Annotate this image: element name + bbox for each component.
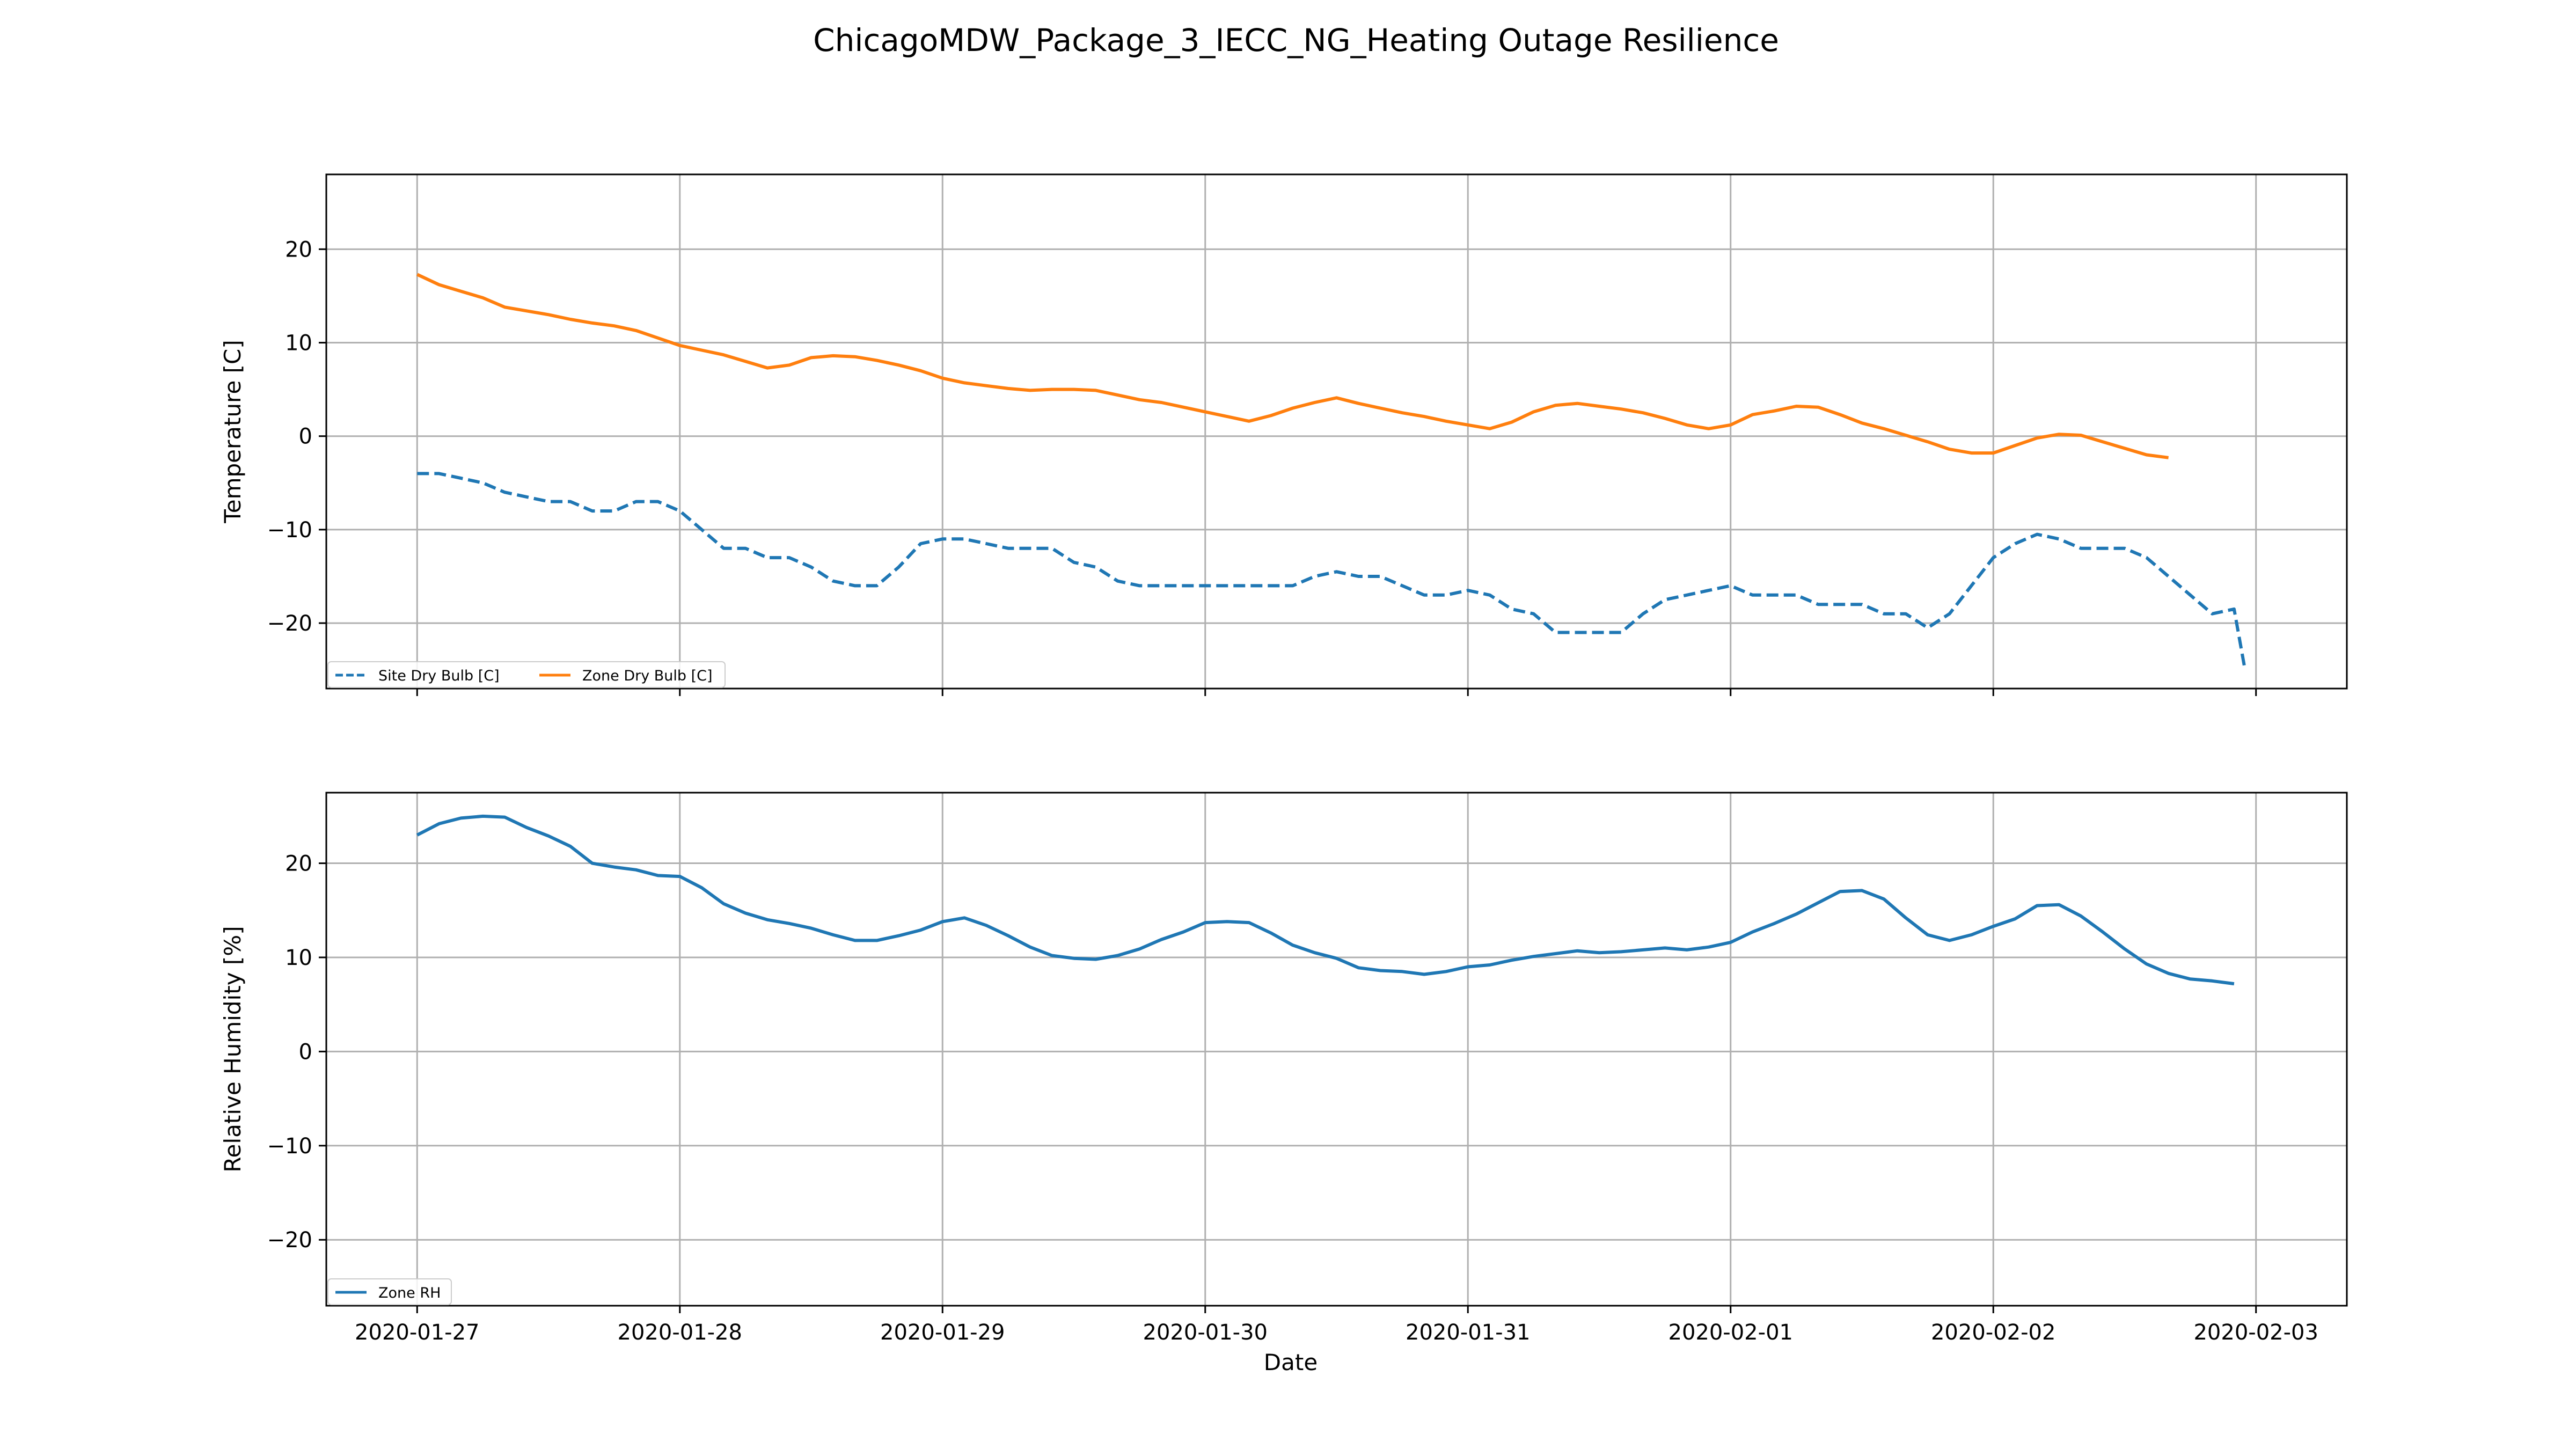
y-tick-label: −20 xyxy=(267,1228,312,1253)
temperature-legend: Site Dry Bulb [C] Zone Dry Bulb [C] xyxy=(327,661,726,688)
temperature-axes-frame xyxy=(325,173,2348,690)
x-tick-label: 2020-01-30 xyxy=(1143,1320,1268,1345)
x-tick-label: 2020-02-03 xyxy=(2193,1320,2318,1345)
legend-box xyxy=(327,661,726,688)
y-tick-label: −20 xyxy=(267,611,312,636)
x-tick-label: 2020-01-29 xyxy=(880,1320,1005,1345)
legend-label: Zone RH xyxy=(378,1285,441,1301)
y-tick-label: −10 xyxy=(267,518,312,543)
figure-title: ChicagoMDW_Package_3_IECC_NG_Heating Out… xyxy=(813,22,1779,58)
y-tick-label: 0 xyxy=(299,1040,312,1064)
x-axis-label: Date xyxy=(1264,1349,1318,1375)
humidity-y-axis-label: Relative Humidity [%] xyxy=(219,926,246,1172)
y-tick-label: 10 xyxy=(285,946,312,970)
x-tick-label: 2020-01-31 xyxy=(1406,1320,1530,1345)
x-tick-label: 2020-01-27 xyxy=(355,1320,479,1345)
x-tick-label: 2020-02-02 xyxy=(1931,1320,2055,1345)
legend-box xyxy=(327,1278,452,1305)
temperature-panel: 20 10 0 −10 −20 Temperature [C] Site Dry Bulb … xyxy=(219,173,2348,696)
temperature-y-axis-label: Temperature [C] xyxy=(219,340,246,524)
y-tick-label: 10 xyxy=(285,331,312,356)
series-line-site-dry-bulb-c xyxy=(417,472,2247,670)
y-tick-label: 20 xyxy=(285,237,312,262)
humidity-legend: Zone RH xyxy=(327,1278,452,1305)
humidity-axes-frame xyxy=(325,792,2348,1307)
x-tick-label: 2020-01-28 xyxy=(618,1320,742,1345)
y-tick-label: 0 xyxy=(299,425,312,449)
humidity-panel: 2020-01-27 2020-01-28 2020-01-29 2020-01-30… xyxy=(219,792,2348,1345)
series-line-zone-rh xyxy=(416,814,2235,986)
legend-label: Zone Dry Bulb [C] xyxy=(582,668,713,684)
series-line-zone-dry-bulb-c xyxy=(416,273,2169,459)
x-tick-label: 2020-02-01 xyxy=(1668,1320,1793,1345)
y-tick-label: 20 xyxy=(285,852,312,876)
y-tick-label: −10 xyxy=(267,1134,312,1159)
legend-label: Site Dry Bulb [C] xyxy=(378,668,500,684)
